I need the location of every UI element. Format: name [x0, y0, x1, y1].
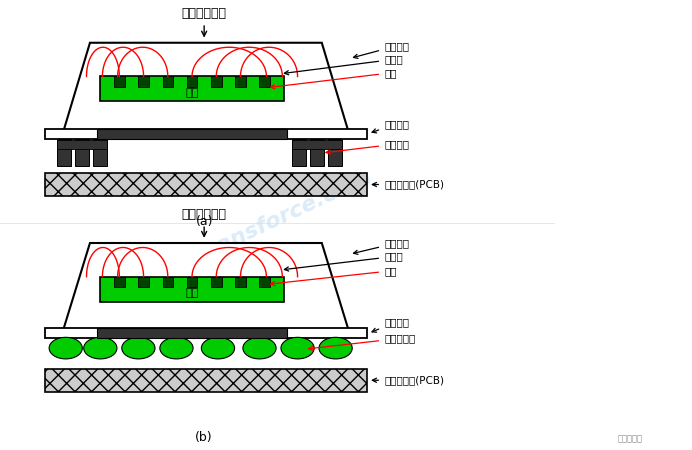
Polygon shape [62, 243, 349, 333]
Text: 導線載板: 導線載板 [372, 119, 409, 133]
Bar [45, 173, 367, 196]
Bar [114, 76, 125, 87]
Text: www.ansforce.com: www.ansforce.com [152, 166, 374, 284]
Circle shape [84, 338, 117, 359]
Bar [97, 129, 287, 139]
Text: 金線: 金線 [271, 266, 397, 286]
Circle shape [49, 338, 82, 359]
Bar [93, 139, 107, 166]
Text: 導線載板: 導線載板 [372, 317, 409, 332]
Text: (a): (a) [195, 215, 213, 228]
Bar [57, 140, 107, 149]
Bar [45, 328, 367, 338]
Text: 黏著墊: 黏著墊 [284, 252, 403, 271]
Text: 印刷電路板(PCB): 印刷電路板(PCB) [372, 375, 444, 385]
Text: 晶片: 晶片 [185, 88, 199, 98]
Bar [163, 76, 173, 87]
Circle shape [201, 338, 235, 359]
Bar [235, 277, 246, 287]
Bar [75, 139, 89, 166]
Bar [138, 76, 149, 87]
Bar [328, 139, 342, 166]
Bar [187, 277, 197, 287]
Circle shape [319, 338, 352, 359]
Text: 晶片: 晶片 [185, 288, 199, 298]
Circle shape [122, 338, 155, 359]
Bar [292, 139, 306, 166]
Bar [187, 76, 197, 87]
Circle shape [160, 338, 193, 359]
Text: 点胶小助手: 点胶小助手 [617, 434, 642, 443]
Bar [211, 76, 221, 87]
Bar [45, 129, 367, 139]
Text: (b): (b) [195, 431, 213, 444]
Text: 封裝外殼: 封裝外殼 [354, 41, 409, 58]
Bar [260, 277, 270, 287]
Text: 外部金屬球: 外部金屬球 [309, 333, 415, 351]
Text: 封裝外殼: 封裝外殼 [354, 238, 409, 254]
Circle shape [281, 338, 314, 359]
Text: 晶片正面朝上: 晶片正面朝上 [181, 208, 227, 236]
Bar [235, 76, 246, 87]
Bar [97, 328, 287, 338]
Bar [57, 139, 71, 166]
Polygon shape [62, 43, 349, 135]
Bar [138, 277, 149, 287]
Bar [100, 277, 284, 302]
Text: 金屬接腳: 金屬接腳 [326, 139, 409, 154]
Text: 黏著墊: 黏著墊 [284, 54, 403, 75]
Text: 印刷電路板(PCB): 印刷電路板(PCB) [372, 180, 444, 189]
Bar [100, 76, 284, 101]
Circle shape [243, 338, 276, 359]
Bar [310, 139, 324, 166]
Bar [292, 140, 342, 149]
Bar [163, 277, 173, 287]
Text: 金線: 金線 [271, 68, 397, 89]
Text: 晶片正面朝上: 晶片正面朝上 [181, 7, 227, 36]
Bar [45, 369, 367, 392]
Bar [260, 76, 270, 87]
Bar [114, 277, 125, 287]
Bar [211, 277, 221, 287]
